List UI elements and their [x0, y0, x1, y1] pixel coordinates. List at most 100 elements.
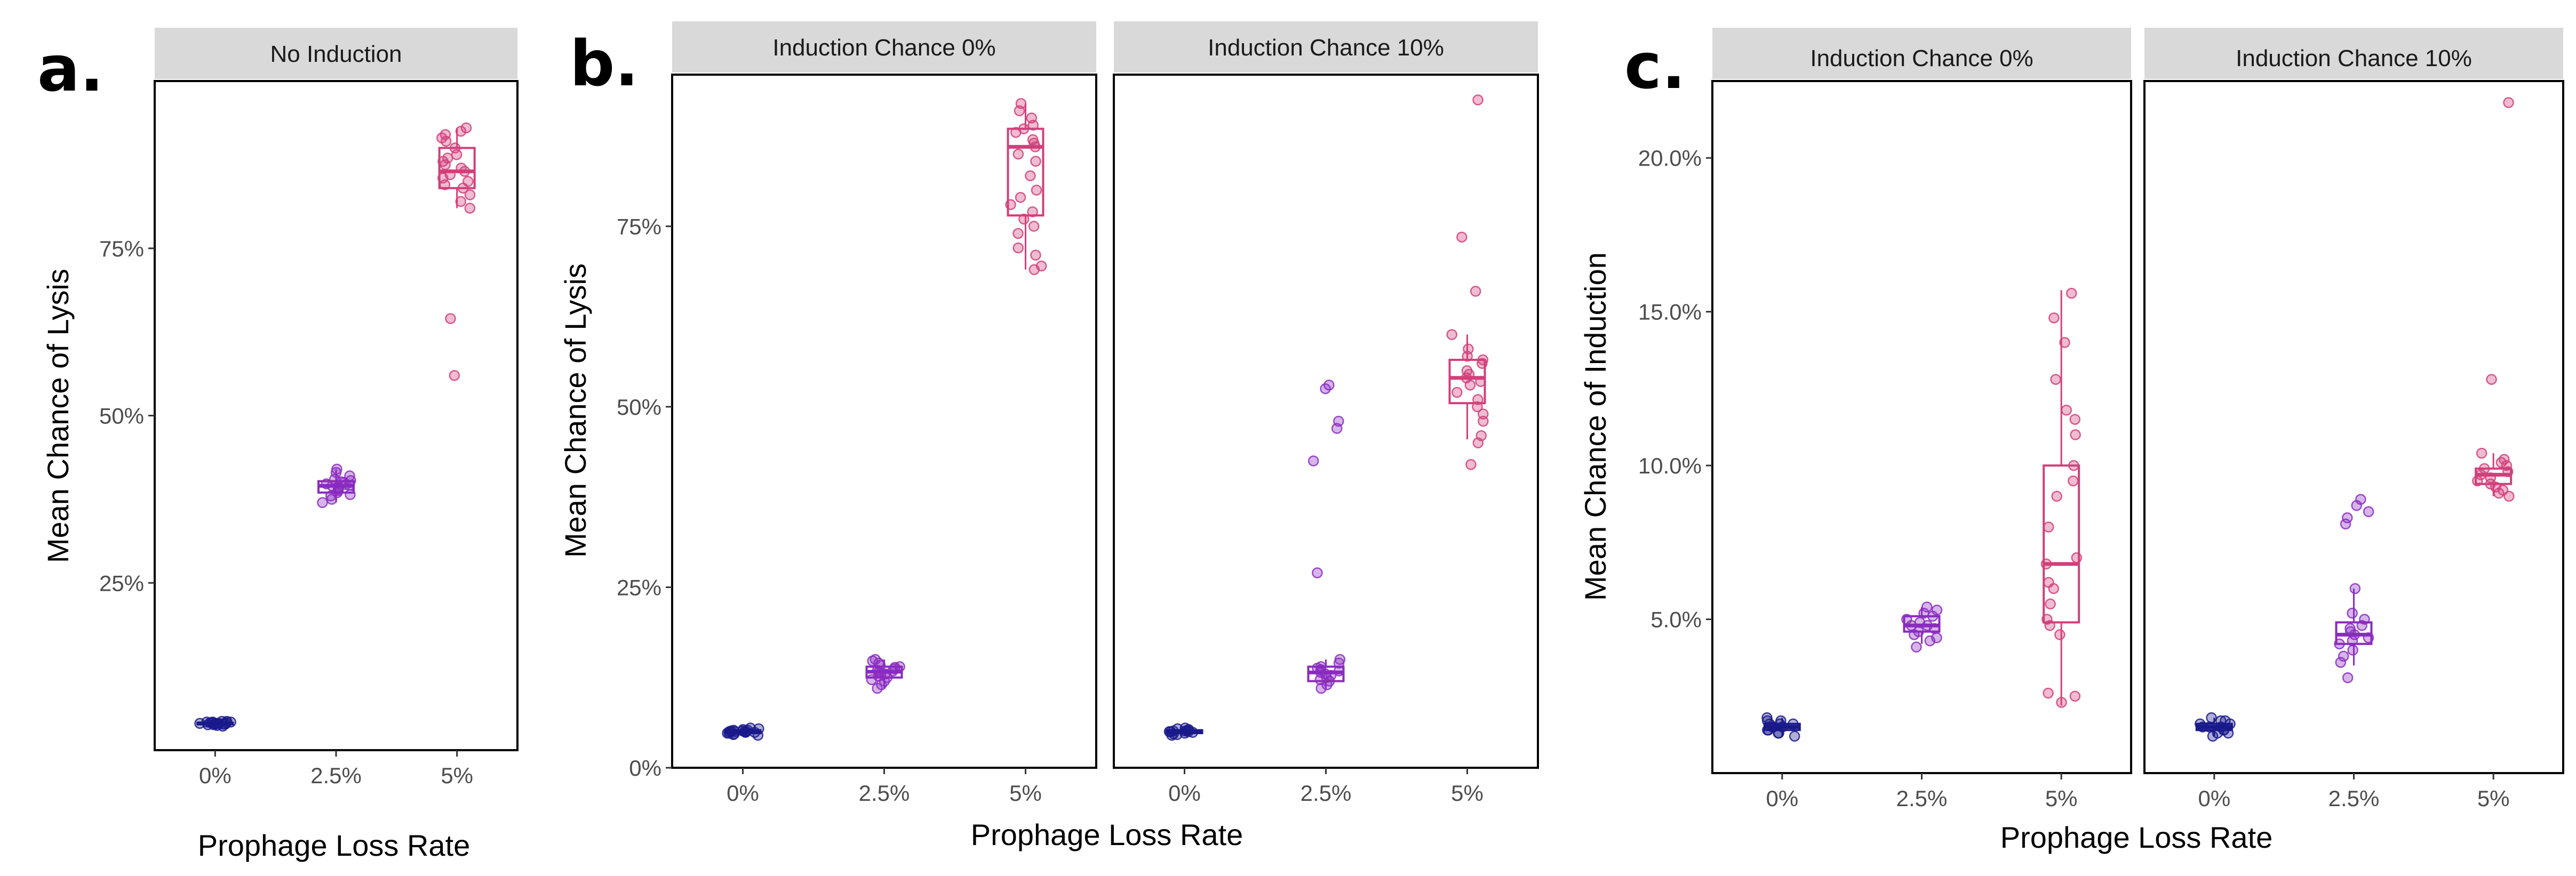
y-tick-label: 5.0% — [1650, 607, 1702, 632]
data-point — [1025, 170, 1036, 181]
y-tick-label: 20.0% — [1638, 146, 1702, 171]
data-point — [1470, 286, 1481, 297]
panel-c-x-axis-title: Prophage Loss Rate — [2000, 821, 2273, 854]
data-point — [2486, 374, 2497, 385]
y-tick-label: 50% — [617, 395, 661, 420]
data-point — [1018, 213, 1030, 225]
x-tick-label: 5% — [2045, 786, 2078, 811]
data-point — [728, 725, 739, 736]
data-point — [2349, 583, 2361, 594]
data-point — [1452, 387, 1463, 398]
facet-b2: Induction Chance 10% 0% 2.5% 5% — [1113, 21, 1539, 806]
data-point — [1015, 98, 1027, 109]
data-point — [2071, 552, 2083, 564]
data-point — [1456, 231, 1468, 243]
data-point — [1921, 601, 1933, 613]
data-point — [1789, 730, 1800, 742]
facet-c1: Induction Chance 0% 5.0% 10.0% 15.0% 20.0% 0%… — [1638, 28, 2132, 811]
data-point — [2043, 577, 2054, 588]
x-tick-label: 5% — [1451, 781, 1484, 806]
x-tick-label: 2.5% — [1896, 786, 1948, 811]
data-point — [2347, 644, 2358, 656]
panel-a-y-axis-title: Mean Chance of Lysis — [41, 269, 75, 563]
data-point — [1005, 199, 1016, 210]
data-point — [1030, 156, 1041, 167]
data-point — [1477, 354, 1489, 366]
x-tick-label: 2.5% — [2328, 786, 2380, 811]
data-point — [2043, 521, 2054, 533]
data-point — [1018, 123, 1030, 134]
data-point — [1472, 94, 1484, 106]
data-point — [1172, 723, 1183, 735]
x-tick-label: 2.5% — [310, 763, 362, 788]
data-point — [2363, 506, 2374, 517]
y-tick-label: 75% — [99, 236, 144, 261]
facet-strip-label: Induction Chance 0% — [1810, 45, 2033, 71]
facet-strip-label: Induction Chance 10% — [2236, 45, 2472, 71]
panel-a-x-axis-title: Prophage Loss Rate — [198, 829, 470, 862]
panel-c-y-axis-title: Mean Chance of Induction — [1578, 252, 1612, 601]
data-point — [1012, 228, 1024, 239]
data-point — [2220, 715, 2231, 727]
data-point — [2335, 657, 2347, 668]
data-point — [1465, 459, 1477, 470]
data-point — [460, 122, 472, 134]
x-tick-label: 2.5% — [1301, 781, 1352, 806]
data-point — [464, 203, 476, 214]
data-point — [2344, 623, 2356, 634]
x-tick-label: 0% — [2198, 786, 2230, 811]
data-point — [1901, 614, 1912, 625]
data-point — [2041, 614, 2053, 625]
data-point — [2476, 447, 2487, 459]
data-point — [2342, 512, 2353, 524]
data-point — [2050, 374, 2061, 385]
data-point — [1461, 365, 1473, 376]
data-point — [1463, 343, 1474, 355]
data-point — [1761, 712, 1773, 724]
data-point — [442, 152, 453, 164]
panel-a-group: a. Mean Chance of Lysis Prophage Loss Ra… — [37, 32, 470, 862]
data-point — [1030, 250, 1041, 261]
data-point — [1334, 665, 1345, 677]
data-point — [2051, 491, 2062, 502]
data-point — [2478, 463, 2490, 475]
x-tick-label: 0% — [1168, 781, 1201, 806]
box-iqr — [2043, 464, 2080, 624]
data-point — [2485, 472, 2497, 484]
data-point — [1931, 632, 1942, 644]
data-point — [1475, 376, 1486, 387]
data-point — [456, 162, 467, 174]
data-point — [344, 470, 355, 481]
data-point — [870, 654, 881, 665]
facet-strip — [2144, 28, 2563, 79]
data-point — [2501, 460, 2513, 471]
data-point — [2334, 638, 2345, 649]
data-point — [2069, 414, 2081, 425]
data-point — [2195, 718, 2206, 729]
data-point — [2472, 475, 2483, 487]
y-tick-label: 25% — [617, 575, 661, 600]
panel-a-tag: a. — [37, 32, 103, 106]
data-point — [331, 463, 342, 475]
data-point — [1472, 394, 1484, 405]
data-point — [2499, 454, 2510, 465]
data-point — [2068, 460, 2079, 471]
data-point — [1307, 455, 1319, 467]
data-point — [2040, 558, 2052, 569]
data-point — [2363, 632, 2374, 644]
panel-border — [2143, 80, 2564, 774]
data-point — [2355, 494, 2366, 505]
data-point — [225, 717, 236, 728]
facet-strip — [155, 28, 517, 79]
data-point — [449, 142, 461, 154]
x-tick-label: 5% — [1009, 781, 1042, 806]
data-point — [2206, 712, 2217, 724]
panel-border — [1711, 80, 2132, 774]
facet-strip-label: No Induction — [270, 41, 402, 67]
panel-border — [671, 74, 1097, 769]
facet-strip-label: Induction Chance 10% — [1208, 35, 1444, 61]
y-tick-label: 50% — [99, 404, 144, 429]
data-point — [1012, 148, 1024, 160]
